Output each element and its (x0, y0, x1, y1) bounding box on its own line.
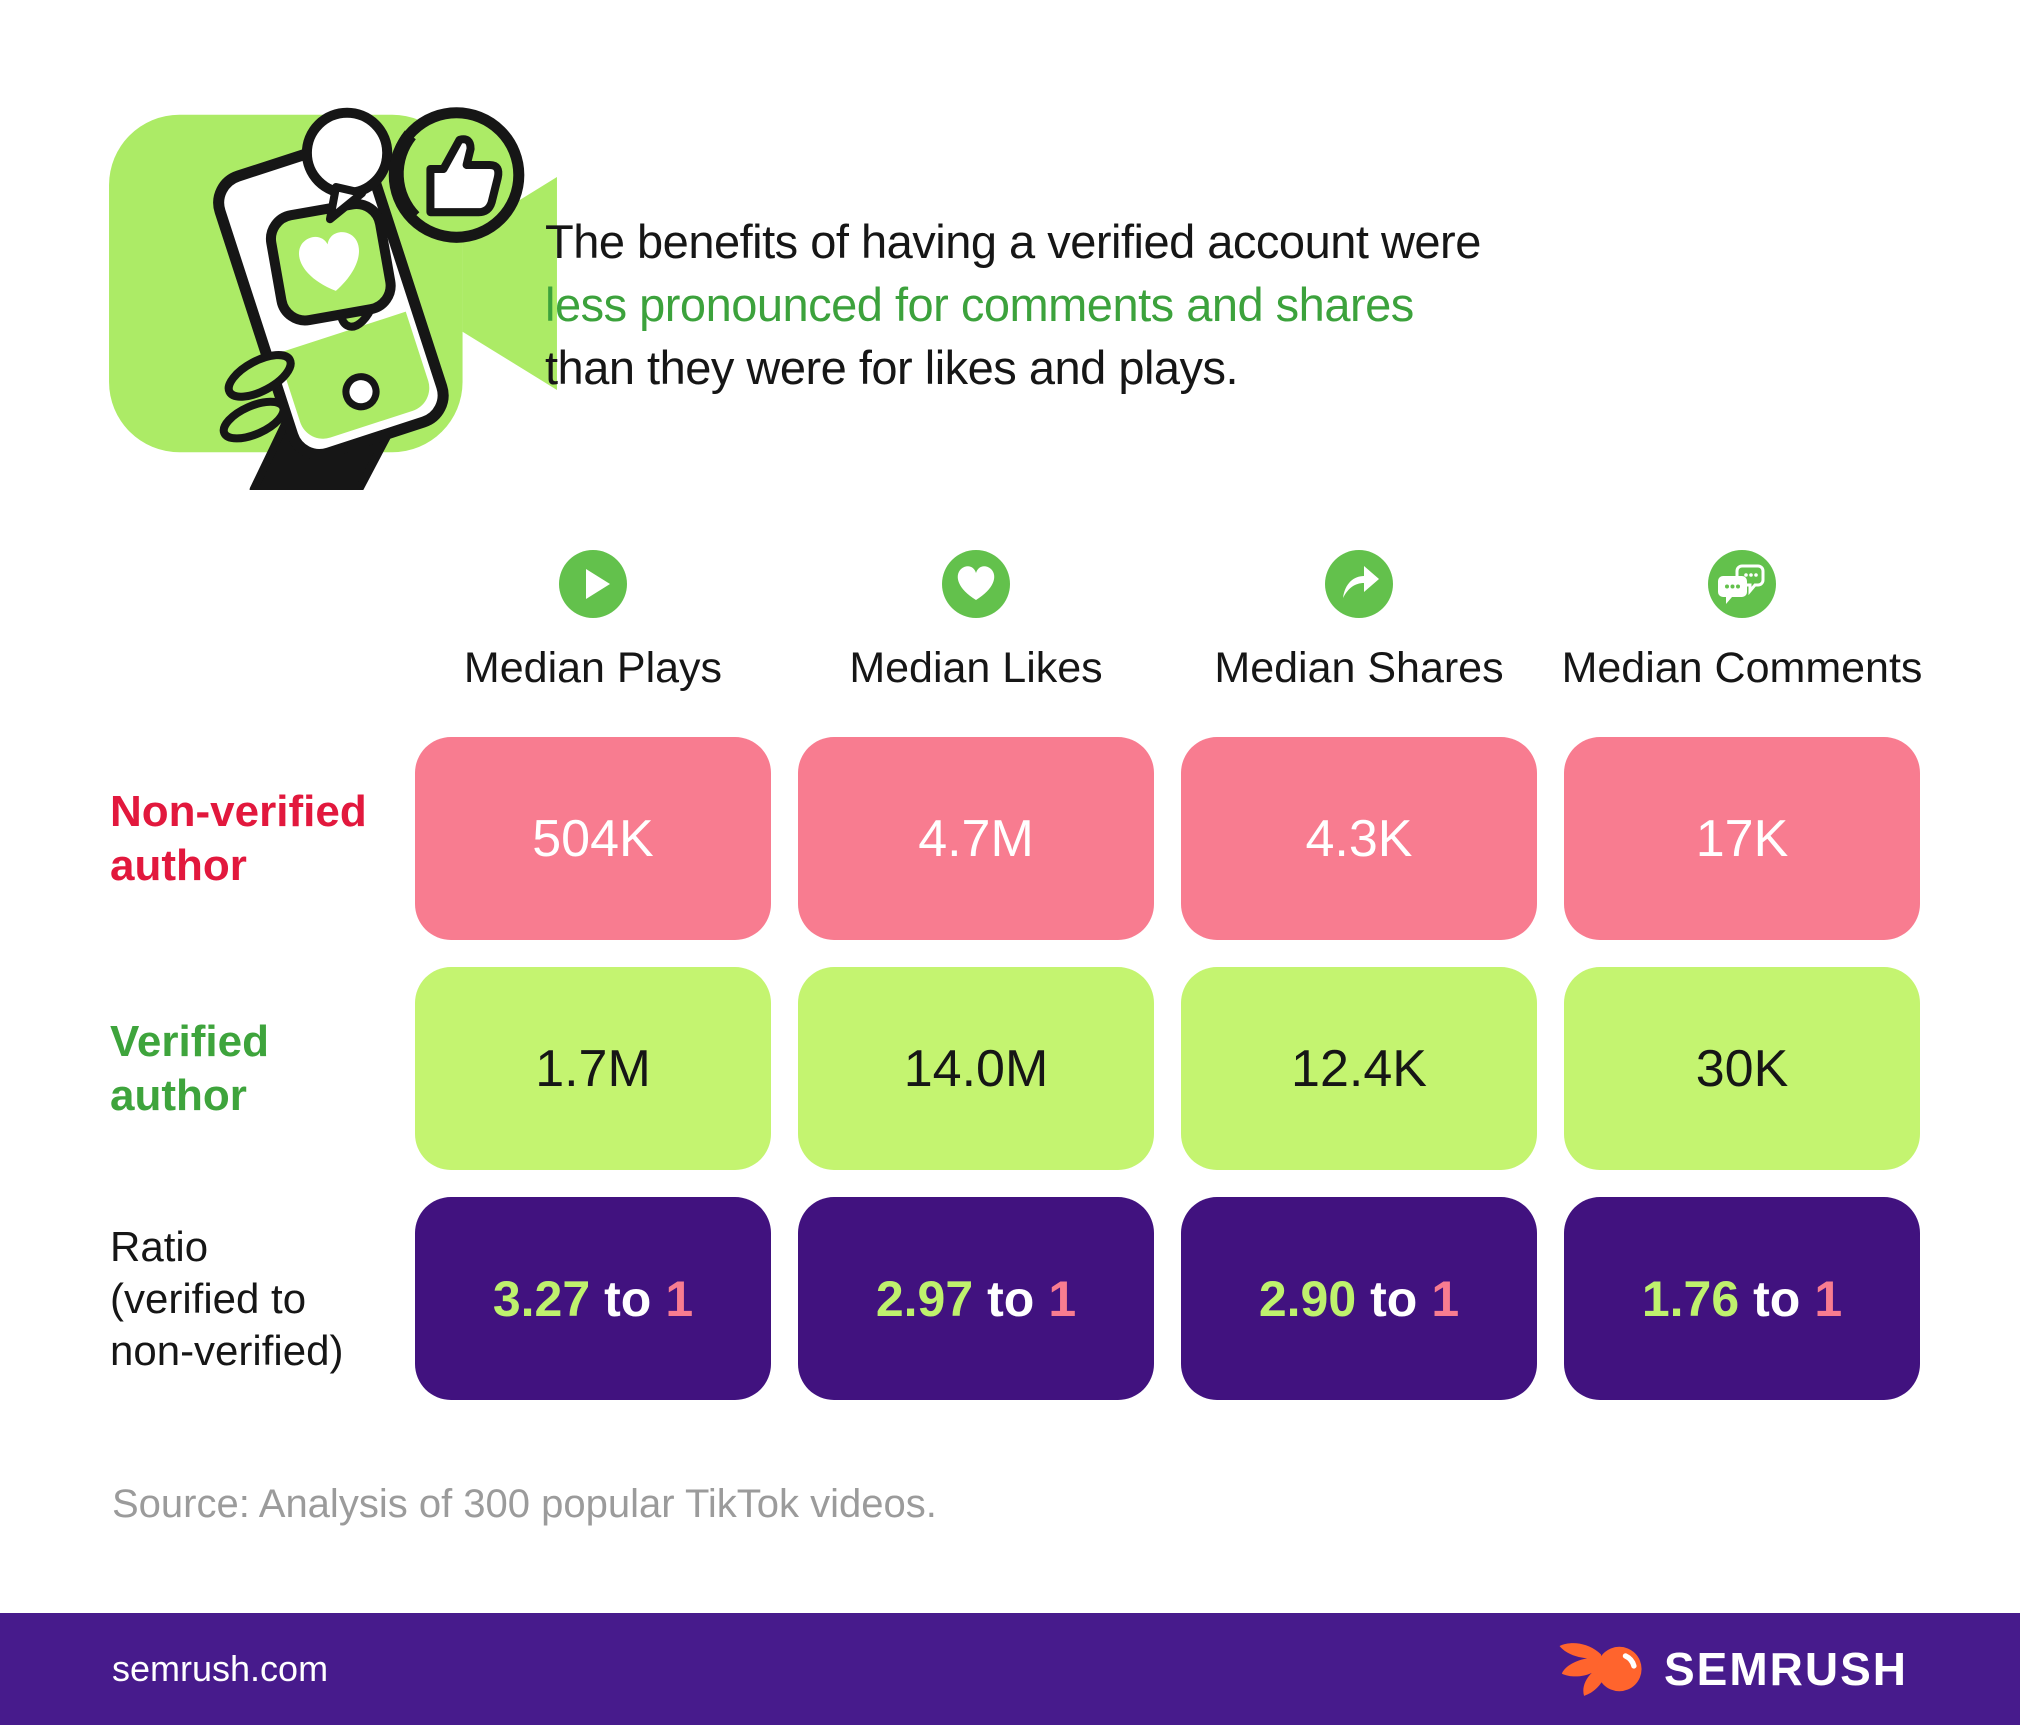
semrush-flame-icon (1559, 1643, 1642, 1696)
ratio-comments: 1.76 to 1 (1564, 1197, 1920, 1400)
ratio-base: 1 (665, 1270, 694, 1327)
ratio-base: 1 (1814, 1270, 1843, 1327)
finger-shape (224, 351, 295, 401)
ratio-connector: to (604, 1270, 652, 1327)
value-verified-comments: 30K (1564, 967, 1920, 1170)
ratio-connector: to (1753, 1270, 1801, 1327)
column-header-shares: Median Shares (1181, 550, 1537, 710)
column-header-likes: Median Likes (798, 550, 1154, 710)
row-label-verified-author: Verified author (110, 1016, 269, 1120)
column-label: Median Plays (463, 644, 723, 692)
ratio-shares: 2.90 to 1 (1181, 1197, 1537, 1400)
ratio-multiple: 1.76 (1641, 1270, 1740, 1327)
metrics-table: Median Plays Median Likes Median Shares (110, 550, 1923, 1400)
source-note: Source: Analysis of 300 popular TikTok v… (112, 1482, 937, 1526)
ratio-base: 1 (1048, 1270, 1077, 1327)
column-header-comments: Median Comments (1561, 550, 1923, 710)
row-label-non-verified-author: Non-verified author (110, 786, 367, 890)
value-verified-likes: 14.0M (798, 967, 1154, 1170)
column-label: Median Comments (1561, 644, 1923, 692)
ratio-connector: to (987, 1270, 1035, 1327)
title-highlight: less pronounced for comments and shares (545, 278, 1414, 331)
ratio-likes: 2.97 to 1 (798, 1197, 1154, 1400)
row-label-ratio: Ratio (verified to non-verified) (110, 1222, 344, 1374)
comments-icon (1708, 550, 1776, 618)
ratio-plays: 3.27 to 1 (415, 1197, 771, 1400)
semrush-logo: SEMRUSH (1558, 1634, 1908, 1704)
column-label: Median Shares (1214, 644, 1504, 692)
table-corner-spacer (110, 550, 388, 710)
heart-icon (942, 550, 1010, 618)
column-header-plays: Median Plays (415, 550, 771, 710)
ratio-multiple: 3.27 (492, 1270, 591, 1327)
title-line-1: The benefits of having a verified accoun… (545, 215, 1481, 268)
finger-shape (219, 397, 288, 443)
value-non-verified-likes: 4.7M (798, 737, 1154, 940)
play-icon (559, 550, 627, 618)
footer-site-url: semrush.com (112, 1648, 329, 1689)
title-line-3: than they were for likes and plays. (545, 341, 1239, 394)
value-non-verified-comments: 17K (1564, 737, 1920, 940)
heart-badge-icon (265, 199, 396, 326)
share-icon (1325, 550, 1393, 618)
ratio-connector: to (1370, 1270, 1418, 1327)
ratio-multiple: 2.90 (1258, 1270, 1357, 1327)
value-non-verified-shares: 4.3K (1181, 737, 1537, 940)
footer-bar: semrush.com SEMRUSH (0, 1613, 2020, 1725)
phone-reactions-illustration (109, 107, 557, 490)
thumbs-up-icon (388, 107, 525, 243)
column-label: Median Likes (849, 644, 1103, 692)
value-verified-shares: 12.4K (1181, 967, 1537, 1170)
speech-bubble-icon (301, 107, 393, 224)
value-non-verified-plays: 504K (415, 737, 771, 940)
ratio-base: 1 (1431, 1270, 1460, 1327)
semrush-wordmark: SEMRUSH (1663, 1643, 1908, 1695)
ratio-multiple: 2.97 (875, 1270, 974, 1327)
value-verified-plays: 1.7M (415, 967, 771, 1170)
page-title: The benefits of having a verified accoun… (545, 210, 1481, 399)
